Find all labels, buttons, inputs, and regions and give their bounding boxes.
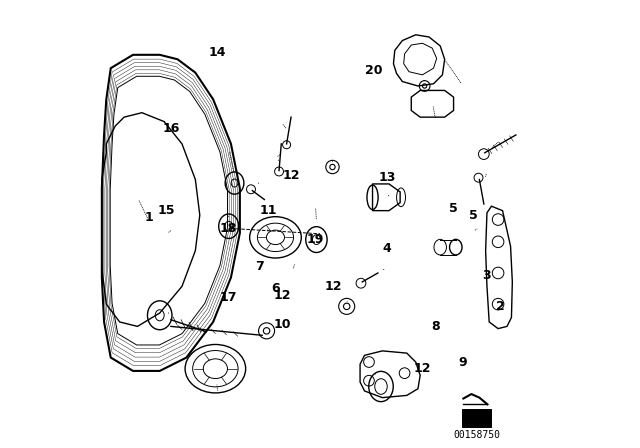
Text: 20: 20 bbox=[365, 64, 382, 77]
Text: 7: 7 bbox=[255, 260, 264, 273]
Text: 00158750: 00158750 bbox=[454, 431, 500, 440]
Text: 12: 12 bbox=[413, 362, 431, 375]
Text: 18: 18 bbox=[220, 222, 237, 235]
Text: 6: 6 bbox=[271, 282, 280, 295]
Text: 14: 14 bbox=[209, 46, 227, 59]
Text: 8: 8 bbox=[431, 320, 440, 333]
Text: 17: 17 bbox=[220, 291, 237, 304]
Text: 13: 13 bbox=[378, 171, 396, 184]
FancyBboxPatch shape bbox=[463, 409, 492, 426]
Text: 12: 12 bbox=[324, 280, 342, 293]
Text: 12: 12 bbox=[273, 289, 291, 302]
Text: 12: 12 bbox=[282, 168, 300, 181]
Text: 2: 2 bbox=[496, 300, 505, 313]
Text: 5: 5 bbox=[449, 202, 458, 215]
Text: 16: 16 bbox=[162, 122, 180, 135]
Text: 11: 11 bbox=[260, 204, 278, 217]
Text: 9: 9 bbox=[458, 356, 467, 369]
Text: 5: 5 bbox=[469, 209, 478, 222]
Text: 15: 15 bbox=[157, 204, 175, 217]
Text: 4: 4 bbox=[383, 242, 391, 255]
Text: 3: 3 bbox=[483, 269, 492, 282]
Text: 1: 1 bbox=[144, 211, 153, 224]
Text: 19: 19 bbox=[307, 233, 324, 246]
Text: 10: 10 bbox=[273, 318, 291, 331]
